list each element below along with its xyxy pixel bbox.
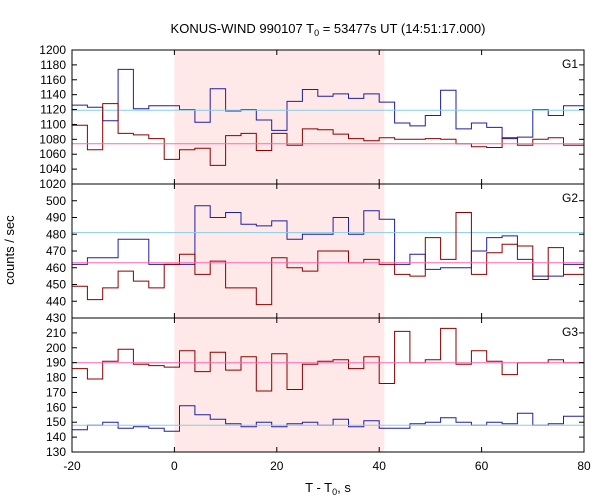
panel-label-g1: G1	[562, 57, 578, 71]
g1-y-tick-label: 1180	[40, 58, 66, 72]
panel-g1: 1020104010601080110011201140116011801200…	[39, 43, 585, 191]
g2-y-tick-label: 470	[46, 244, 66, 258]
highlight-region	[174, 50, 385, 184]
g3-y-tick-label: 200	[46, 341, 66, 355]
y-axis-label: counts / sec	[2, 215, 17, 285]
highlight-region	[174, 184, 385, 318]
chart-title-prefix: KONUS-WIND 990107 T	[171, 21, 315, 36]
g3-y-tick-label: 160	[46, 400, 66, 414]
chart-title-subscript: 0	[314, 28, 319, 38]
g2-y-tick-label: 490	[46, 211, 66, 225]
panel-label-g3: G3	[562, 325, 578, 339]
g3-y-tick-label: 130	[46, 445, 66, 459]
g2-series-red-histogram	[72, 212, 584, 306]
g2-y-tick-label: 480	[46, 227, 66, 241]
x-axis-label: T - T0, s	[305, 480, 351, 497]
g2-y-tick-label: 500	[46, 194, 66, 208]
g3-y-tick-label: 170	[46, 385, 66, 399]
g3-y-tick-label: 190	[46, 356, 66, 370]
g1-y-tick-label: 1020	[39, 177, 66, 191]
g2-y-tick-label: 460	[46, 261, 66, 275]
x-axis-label-subscript: 0	[332, 487, 337, 497]
x-tick-label: 0	[171, 459, 178, 473]
panel-g2: 430 440 450 460 470 480 490 500 G2	[46, 183, 585, 325]
g3-y-tick-label: 140	[46, 430, 66, 444]
panel-label-g2: G2	[562, 191, 578, 205]
g1-y-tick-label: 1120	[40, 103, 66, 117]
g1-y-tick-label: 1060	[39, 147, 66, 161]
g1-y-tick-label: 1080	[39, 132, 66, 146]
g1-series-red-histogram	[72, 103, 584, 166]
g1-y-tick-label: 1100	[40, 117, 66, 131]
g3-y-tick-label: 150	[46, 415, 66, 429]
x-tick-label: -20	[63, 459, 81, 473]
g1-series-blue-histogram	[72, 68, 584, 140]
x-tick-label: 80	[577, 459, 591, 473]
chart-title-suffix: = 53477s UT (14:51:17.000)	[319, 21, 485, 36]
highlight-region	[174, 318, 385, 452]
g3-series-red-histogram	[72, 327, 584, 392]
g2-y-tick-label: 430	[46, 311, 66, 325]
chart-title: KONUS-WIND 990107 T0 = 53477s UT (14:51:…	[171, 21, 486, 38]
g3-frame	[71, 317, 585, 453]
x-axis-label-prefix: T - T	[305, 480, 332, 495]
g1-y-tick-label: 1140	[40, 88, 66, 102]
g1-y-tick-label: 1040	[39, 162, 66, 176]
x-axis-label-suffix: , s	[337, 480, 351, 495]
g1-y-tick-label: 1160	[40, 73, 66, 87]
x-tick-label: 40	[373, 459, 387, 473]
plot-area: 1020104010601080110011201140116011801200…	[39, 43, 591, 473]
g2-y-tick-label: 440	[46, 294, 66, 308]
g3-y-tick-label: 180	[46, 371, 66, 385]
x-tick-label: 20	[270, 459, 284, 473]
g3-y-tick-label: 210	[46, 326, 66, 340]
g2-y-tick-label: 450	[46, 278, 66, 292]
x-tick-label: 60	[475, 459, 489, 473]
g1-y-tick-label: 1200	[39, 43, 66, 57]
